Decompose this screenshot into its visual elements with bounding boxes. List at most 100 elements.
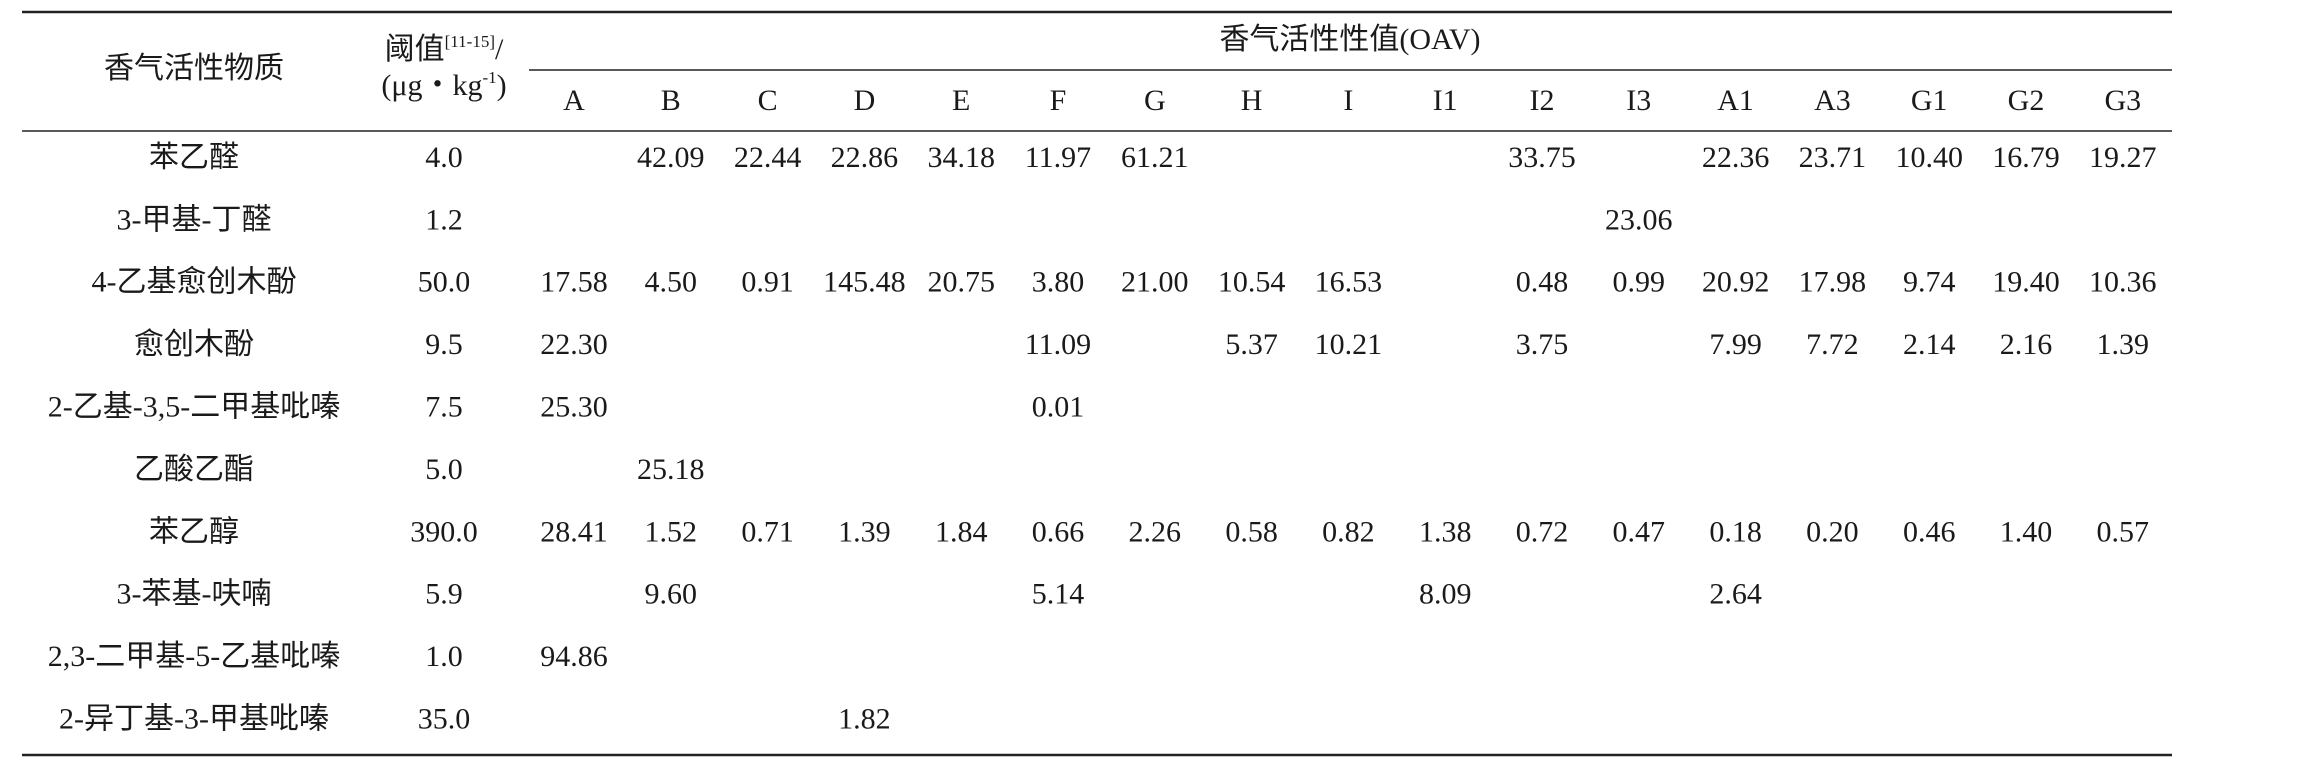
unit-end: ) [497, 69, 507, 102]
oav-value: 1.84 [935, 515, 988, 548]
threshold-value: 1.2 [425, 203, 463, 236]
oav-value: 145.48 [823, 266, 906, 299]
oav-value: 0.01 [1032, 390, 1085, 423]
substance-name: 4-乙基愈创木酚 [92, 266, 297, 299]
oav-value: 21.00 [1121, 266, 1189, 299]
oav-value: 0.91 [741, 266, 794, 299]
oav-value: 19.40 [1992, 266, 2060, 299]
oav-value: 8.09 [1419, 578, 1472, 611]
oav-value: 2.16 [2000, 328, 2053, 361]
substance-name: 苯乙醛 [149, 141, 239, 174]
threshold-value: 50.0 [418, 266, 471, 299]
oav-value: 0.57 [2097, 515, 2150, 548]
oav-value: 10.36 [2089, 266, 2157, 299]
oav-value: 10.21 [1315, 328, 1383, 361]
oav-value: 1.39 [2097, 328, 2150, 361]
threshold-value: 4.0 [425, 141, 463, 174]
oav-value: 0.99 [1613, 266, 1666, 299]
oav-value: 22.30 [540, 328, 608, 361]
oav-value: 28.41 [540, 515, 608, 548]
oav-value: 61.21 [1121, 141, 1189, 174]
oav-value: 23.06 [1605, 203, 1673, 236]
oav-value: 1.39 [838, 515, 891, 548]
column-header: A3 [1814, 84, 1851, 117]
threshold-value: 7.5 [425, 390, 463, 423]
column-header: G1 [1911, 84, 1948, 117]
threshold-value: 5.0 [425, 453, 463, 486]
oav-value: 33.75 [1508, 141, 1576, 174]
substance-name: 苯乙醇 [149, 515, 239, 548]
oav-value: 3.75 [1516, 328, 1569, 361]
oav-value: 1.52 [645, 515, 698, 548]
oav-value: 1.38 [1419, 515, 1472, 548]
column-header: A1 [1717, 84, 1754, 117]
oav-value: 0.18 [1709, 515, 1762, 548]
substance-name: 3-甲基-丁醛 [117, 203, 272, 236]
oav-value: 9.60 [645, 578, 698, 611]
oav-value: 34.18 [927, 141, 995, 174]
threshold-slash: / [495, 33, 504, 66]
column-header: I1 [1433, 84, 1458, 117]
oav-value: 0.47 [1613, 515, 1666, 548]
column-header: G3 [2104, 84, 2141, 117]
oav-value: 0.72 [1516, 515, 1569, 548]
unit: (μg・kg [381, 69, 482, 102]
substance-name: 2-乙基-3,5-二甲基吡嗪 [48, 390, 340, 423]
oav-value: 0.82 [1322, 515, 1375, 548]
oav-value: 2.64 [1709, 578, 1762, 611]
oav-value: 22.36 [1702, 141, 1770, 174]
column-header: I [1343, 84, 1353, 117]
oav-value: 11.97 [1025, 141, 1091, 174]
oav-value: 0.66 [1032, 515, 1085, 548]
column-header: G [1144, 84, 1166, 117]
column-header: I2 [1530, 84, 1555, 117]
oav-value: 7.99 [1709, 328, 1762, 361]
oav-value: 0.20 [1806, 515, 1859, 548]
oav-value: 42.09 [637, 141, 705, 174]
substance-name: 3-苯基-呋喃 [117, 578, 272, 611]
column-header: E [952, 84, 970, 117]
column-header: C [758, 84, 778, 117]
oav-value: 0.46 [1903, 515, 1956, 548]
oav-value: 11.09 [1025, 328, 1091, 361]
oav-header: 香气活性性值(OAV) [1219, 23, 1480, 56]
oav-value: 0.48 [1516, 266, 1569, 299]
oav-value: 4.50 [645, 266, 698, 299]
column-header: D [854, 84, 876, 117]
substance-name: 乙酸乙酯 [134, 453, 254, 486]
oav-value: 94.86 [540, 640, 608, 673]
substance-name: 2,3-二甲基-5-乙基吡嗪 [48, 640, 340, 673]
threshold-value: 9.5 [425, 328, 463, 361]
oav-value: 17.98 [1799, 266, 1867, 299]
oav-value: 25.30 [540, 390, 608, 423]
oav-value: 22.44 [734, 141, 802, 174]
oav-value: 20.75 [927, 266, 995, 299]
oav-value: 9.74 [1903, 266, 1956, 299]
oav-value: 20.92 [1702, 266, 1770, 299]
oav-value: 17.58 [540, 266, 608, 299]
threshold-value: 35.0 [418, 702, 471, 735]
oav-value: 3.80 [1032, 266, 1085, 299]
threshold-header: 阈值[11-15]/ [385, 32, 504, 66]
oav-value: 5.14 [1032, 578, 1085, 611]
substance-name: 2-异丁基-3-甲基吡嗪 [59, 702, 329, 735]
oav-value: 16.53 [1315, 266, 1383, 299]
oav-value: 1.82 [838, 702, 891, 735]
column-header: B [661, 84, 681, 117]
oav-value: 5.37 [1225, 328, 1278, 361]
column-header: I3 [1626, 84, 1651, 117]
threshold-text: 阈值 [385, 33, 445, 66]
oav-value: 0.58 [1225, 515, 1278, 548]
threshold-unit: (μg・kg-1) [381, 68, 506, 102]
threshold-ref: [11-15] [445, 32, 495, 51]
oav-value: 1.40 [2000, 515, 2053, 548]
column-header: F [1050, 84, 1067, 117]
oav-value: 2.14 [1903, 328, 1956, 361]
threshold-value: 390.0 [410, 515, 478, 548]
oav-value: 7.72 [1806, 328, 1859, 361]
threshold-value: 5.9 [425, 578, 463, 611]
oav-value: 10.54 [1218, 266, 1286, 299]
column-header: A [563, 84, 585, 117]
oav-value: 25.18 [637, 453, 705, 486]
